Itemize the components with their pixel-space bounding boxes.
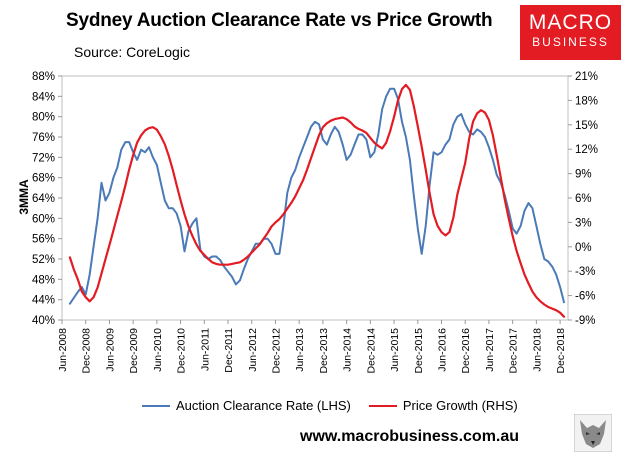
x-tick-label: Jun-2010 <box>152 328 164 372</box>
left-tick-label: 52% <box>32 254 55 266</box>
macrobusiness-logo: MACRO BUSINESS <box>520 5 621 60</box>
right-tick-label: 9% <box>575 169 592 181</box>
x-tick-label: Dec-2008 <box>81 328 93 374</box>
right-tick-label: 0% <box>575 242 592 254</box>
left-tick-label: 56% <box>32 234 55 246</box>
series-line-clearance-rate <box>68 87 565 305</box>
legend-swatch-clearance <box>142 404 170 407</box>
x-tick-label: Jun-2013 <box>294 328 306 372</box>
right-tick-label: -3% <box>575 266 595 278</box>
right-tick-label: -6% <box>575 291 595 303</box>
legend-swatch-growth <box>368 404 397 407</box>
logo-line2: BUSINESS <box>532 35 609 49</box>
legend-label-clearance: Auction Clearance Rate (LHS) <box>176 398 351 413</box>
x-tick-label: Jun-2018 <box>531 328 543 372</box>
x-tick-label: Dec-2010 <box>176 328 188 374</box>
left-tick-label: 80% <box>32 112 55 124</box>
chart-source: Source: CoreLogic <box>74 44 190 60</box>
x-tick-label: Jun-2016 <box>437 328 449 372</box>
x-tick-label: Jun-2009 <box>104 328 116 372</box>
x-tick-label: Jun-2008 <box>57 328 69 372</box>
x-tick-label: Dec-2013 <box>318 328 330 374</box>
right-tick-label: 18% <box>575 95 598 107</box>
left-tick-label: 68% <box>32 173 55 185</box>
x-tick-label: Dec-2011 <box>223 328 235 373</box>
x-tick-label: Dec-2014 <box>365 328 377 374</box>
left-tick-label: 64% <box>32 193 55 205</box>
logo-line1: MACRO <box>528 11 613 34</box>
right-tick-label: 12% <box>575 144 598 156</box>
left-tick-label: 48% <box>32 274 55 286</box>
series-line-price-growth <box>68 83 566 318</box>
x-tick-label: Dec-2015 <box>413 328 425 374</box>
left-tick-label: 76% <box>32 132 55 144</box>
right-tick-label: 6% <box>575 193 592 205</box>
x-tick-label: Dec-2009 <box>128 328 140 374</box>
legend-label-growth: Price Growth (RHS) <box>402 398 518 413</box>
x-tick-label: Dec-2018 <box>555 328 567 374</box>
left-tick-label: 44% <box>32 295 55 307</box>
right-tick-label: 15% <box>575 120 598 132</box>
x-tick-label: Jun-2012 <box>247 328 259 372</box>
plot-area-frame <box>61 75 569 321</box>
left-tick-label: 60% <box>32 213 55 225</box>
x-tick-label: Jun-2011 <box>199 328 211 371</box>
x-tick-label: Jun-2014 <box>342 328 354 372</box>
website-url: www.macrobusiness.com.au <box>300 428 520 445</box>
x-tick-label: Dec-2016 <box>460 328 472 374</box>
wolf-logo-icon <box>574 414 612 452</box>
x-tick-label: Dec-2017 <box>508 328 520 374</box>
x-tick-label: Jun-2017 <box>484 328 496 372</box>
x-tick-label: Dec-2012 <box>270 328 282 374</box>
right-tick-label: 3% <box>575 217 592 229</box>
right-tick-label: 21% <box>575 71 598 83</box>
chart-legend: Auction Clearance Rate (LHS) Price Growt… <box>142 398 530 413</box>
left-tick-label: 40% <box>32 315 55 327</box>
legend-item-growth: Price Growth (RHS) <box>368 398 518 413</box>
left-tick-label: 88% <box>32 71 55 83</box>
left-tick-label: 84% <box>32 91 55 103</box>
right-tick-label: -9% <box>575 315 595 327</box>
x-tick-label: Jun-2015 <box>389 328 401 372</box>
chart-title: Sydney Auction Clearance Rate vs Price G… <box>66 10 493 31</box>
legend-item-clearance: Auction Clearance Rate (LHS) <box>142 398 351 413</box>
left-tick-label: 72% <box>32 152 55 164</box>
